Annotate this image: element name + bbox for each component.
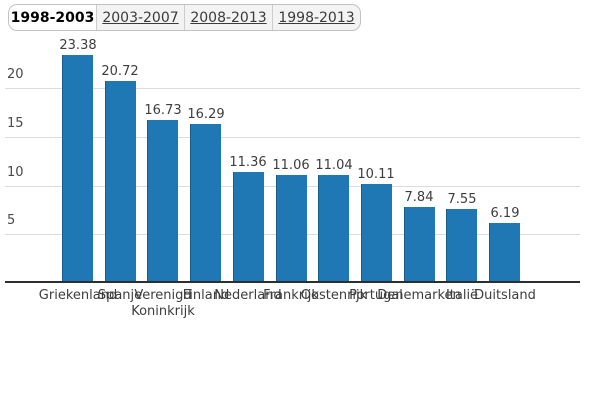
y-tick-label: 15 <box>7 116 24 131</box>
bar-value-label: 7.55 <box>447 192 477 207</box>
x-axis-label: Denemarken <box>377 288 461 303</box>
period-tabbar: 1998-2003 2003-2007 2008-2013 1998-2013 <box>8 4 361 31</box>
gridline <box>5 137 580 138</box>
bar-value-label: 7.84 <box>404 190 434 205</box>
bar-value-label: 16.29 <box>187 107 225 122</box>
bar-value-label: 10.11 <box>357 167 395 182</box>
y-tick-label: 10 <box>7 165 24 180</box>
bar <box>276 175 307 283</box>
bar <box>190 124 221 283</box>
x-axis-line <box>5 281 580 283</box>
x-axis-label: Italië <box>445 288 479 303</box>
x-axis-label: Portugal <box>349 288 403 303</box>
bar-value-label: 11.06 <box>272 158 310 173</box>
bar <box>361 184 392 283</box>
bar <box>147 120 178 283</box>
bar-value-label: 11.04 <box>315 158 353 173</box>
bar-value-label: 6.19 <box>490 206 520 221</box>
bar <box>318 175 349 283</box>
bar-value-label: 20.72 <box>101 64 139 79</box>
tab-1998-2003[interactable]: 1998-2003 <box>9 5 96 30</box>
x-axis-label: Nederland <box>214 288 282 303</box>
x-axis-label: Verenigd Koninkrijk <box>131 288 195 319</box>
tab-2003-2007[interactable]: 2003-2007 <box>96 5 184 30</box>
bar-value-label: 11.36 <box>229 155 267 170</box>
bar <box>233 172 264 283</box>
bar <box>404 207 435 283</box>
y-tick-label: 5 <box>7 213 16 228</box>
x-axis-label: Oostenrijk <box>300 288 368 303</box>
x-axis-label: Griekenland <box>38 288 118 303</box>
gridline <box>5 88 580 89</box>
bar-value-label: 16.73 <box>144 103 182 118</box>
tab-2008-2013[interactable]: 2008-2013 <box>184 5 272 30</box>
x-axis-label: Duitsland <box>474 288 536 303</box>
bar <box>489 223 520 283</box>
x-axis-label: Frankrijk <box>263 288 319 303</box>
tab-1998-2013[interactable]: 1998-2013 <box>272 5 360 30</box>
bar <box>446 209 477 283</box>
y-tick-label: 20 <box>7 67 24 82</box>
bar <box>62 55 93 283</box>
x-axis-label: Finland <box>182 288 230 303</box>
bar <box>105 81 136 283</box>
x-axis-label: Spanje <box>97 288 143 303</box>
bar-value-label: 23.38 <box>59 38 97 53</box>
